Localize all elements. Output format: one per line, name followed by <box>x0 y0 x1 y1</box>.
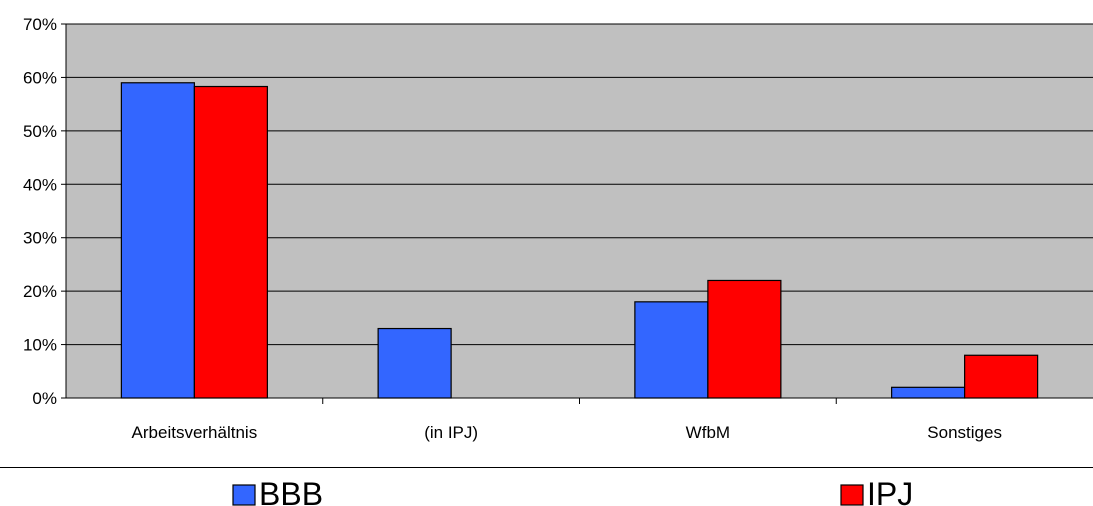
x-category-label: Sonstiges <box>927 423 1002 442</box>
bar-bbb-2 <box>634 301 709 399</box>
legend-label-ipj: IPJ <box>867 476 913 506</box>
bar-bbb-1 <box>377 327 452 399</box>
y-tick-label: 70% <box>23 15 57 34</box>
axes <box>65 24 1093 404</box>
y-tick-label: 40% <box>23 175 57 194</box>
y-tick-label: 60% <box>23 68 57 87</box>
x-axis-labels: Arbeitsverhältnis (in IPJ) WfbM Sonstiges <box>132 423 1002 442</box>
legend: BBB IPJ <box>232 476 913 506</box>
bar-bbb-3 <box>891 386 966 399</box>
y-axis-ticks: 0% 10% 20% 30% 40% 50% 60% 70% <box>23 15 66 408</box>
x-category-label: Arbeitsverhältnis <box>132 423 258 442</box>
bar-ipj-3 <box>964 354 1039 399</box>
y-tick-label: 0% <box>32 389 57 408</box>
legend-label-bbb: BBB <box>259 476 323 506</box>
y-tick-label: 10% <box>23 336 57 355</box>
bars <box>120 82 1039 399</box>
bar-ipj-2 <box>707 279 782 399</box>
legend-swatch-ipj <box>840 484 864 506</box>
bar-ipj-0 <box>193 85 268 399</box>
x-category-label: (in IPJ) <box>424 423 478 442</box>
y-tick-label: 30% <box>23 229 57 248</box>
legend-swatch-bbb <box>232 484 256 506</box>
y-tick-label: 50% <box>23 122 57 141</box>
y-tick-label: 20% <box>23 282 57 301</box>
x-category-label: WfbM <box>686 423 730 442</box>
bar-bbb-0 <box>120 82 195 399</box>
